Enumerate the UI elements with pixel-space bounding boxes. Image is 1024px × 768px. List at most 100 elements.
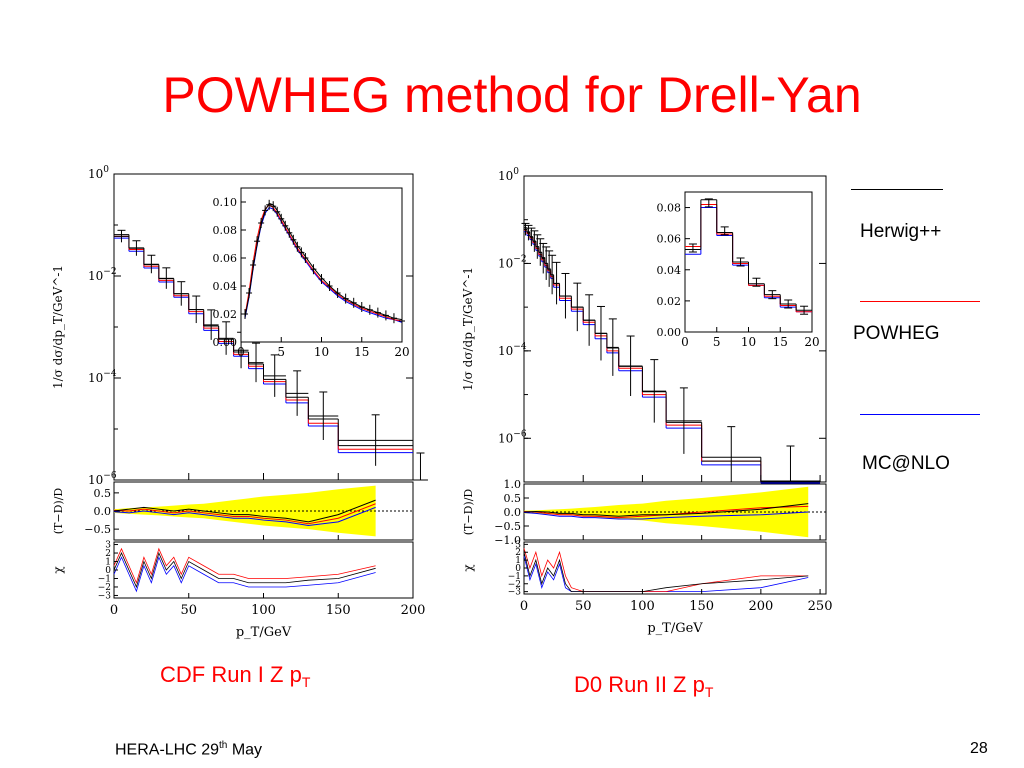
chi-frame	[523, 541, 827, 595]
x-tick-label: 200	[748, 599, 773, 614]
inset-x-tick-label: 15	[354, 345, 369, 359]
ratio-herwig-line	[523, 503, 809, 517]
ratio-mcnlo-line	[523, 511, 809, 520]
inset-y-tick-label: 0.02	[213, 308, 238, 321]
inset-y-tick-label: 0.08	[657, 202, 682, 215]
x-tick-label: 0	[110, 603, 118, 618]
ratio-y-axis-label: (T−D)/D	[52, 488, 65, 535]
footer-event-sup: th	[219, 740, 228, 751]
ratio-y-tick-label: 1.0	[504, 478, 522, 491]
x-tick-label: 150	[326, 603, 351, 618]
main-frame	[523, 175, 827, 483]
ratio-y-tick-label: −0.5	[84, 523, 111, 536]
inset-y-tick-label: 0.04	[213, 280, 238, 293]
chi-y-tick-label: −3	[98, 591, 112, 601]
ratio-y-tick-label: 0.5	[94, 487, 112, 500]
chi-y-tick-label: 3	[515, 540, 521, 550]
chi-frame	[113, 541, 414, 599]
inset-x-tick-label: 20	[394, 345, 409, 359]
x-axis-label: p_T/GeV	[236, 625, 292, 640]
chi-y-tick-label: 2	[515, 548, 521, 558]
inset-y-tick-label: 0.02	[657, 295, 682, 308]
chi-y-tick-label: 2	[105, 549, 111, 559]
ratio-powheg-line	[523, 505, 809, 519]
inset-x-tick-label: 5	[277, 345, 285, 359]
inset-x-tick-label: 15	[773, 335, 788, 349]
inset-y-tick-label: 0.00	[657, 326, 682, 339]
chi-mcnlo-line	[113, 556, 376, 593]
x-tick-label: 200	[401, 603, 426, 618]
inset-y-tick-label: 0.04	[657, 264, 682, 277]
inset-powheg-line	[244, 204, 403, 322]
caption-left: CDF Run I Z pT	[160, 662, 311, 690]
chi-herwig-line	[523, 552, 809, 593]
main-y-tick-label: 10−6	[498, 429, 527, 445]
chi-powheg-line	[523, 548, 809, 593]
uncertainty-band	[524, 486, 809, 538]
main-y-tick-label: 10−4	[88, 369, 117, 385]
main-y-tick-label: 10−4	[498, 342, 527, 358]
chi-y-tick-label: −3	[508, 588, 522, 598]
ratio-y-tick-label: −1.0	[494, 534, 521, 547]
x-tick-label: 250	[808, 599, 833, 614]
chi-y-tick-label: 3	[105, 541, 111, 551]
chi-powheg-line	[113, 547, 376, 584]
x-tick-label: 0	[520, 599, 528, 614]
inset-y-tick-label: 0.06	[657, 233, 682, 246]
inset-y-tick-label: 0.08	[213, 224, 238, 237]
x-tick-label: 100	[630, 599, 655, 614]
chi-y-tick-label: 1	[515, 556, 521, 566]
x-tick-label: 100	[251, 603, 276, 618]
ratio-y-axis-label: (T−D)/D	[462, 489, 475, 536]
ratio-mcnlo-line	[113, 506, 376, 527]
inset-x-tick-label: 0	[237, 345, 245, 359]
inset-y-tick-label: 0.10	[213, 196, 238, 209]
ratio-y-tick-label: −0.5	[494, 520, 521, 533]
chi-y-tick-label: −1	[98, 574, 111, 584]
legend-label-mcnlo: MC@NLO	[862, 453, 950, 474]
chi-y-axis-label: χ	[51, 566, 65, 574]
main-y-tick-label: 10−2	[498, 254, 527, 270]
ratio-y-tick-label: 0.0	[504, 506, 522, 519]
inset-y-tick-label: 0.06	[213, 252, 238, 265]
chi-y-tick-label: −2	[508, 580, 521, 590]
inset-herwig-line	[244, 202, 403, 321]
page-number: 28	[970, 740, 988, 757]
legend-line-powheg	[860, 301, 980, 302]
caption-left-text: CDF Run I Z p	[160, 662, 302, 687]
caption-right-sub: T	[704, 684, 714, 700]
caption-right-text: D0 Run II Z p	[574, 672, 705, 697]
chi-y-tick-label: −2	[98, 583, 111, 593]
inset-frame	[240, 187, 403, 343]
inset-x-tick-label: 10	[741, 335, 756, 349]
footer-event-main: HERA-LHC 29	[115, 741, 220, 759]
inset-x-tick-label: 0	[681, 335, 689, 349]
main-y-axis-label: 1/σ dσ/dp_T/GeV^-1	[461, 267, 475, 391]
legend-line-mcnlo	[860, 414, 980, 415]
inset-x-tick-label: 20	[804, 335, 819, 349]
legend-label-powheg: POWHEG	[853, 323, 940, 344]
chi-y-axis-label: χ	[461, 564, 475, 572]
footer-event-tail: May	[227, 741, 263, 759]
chi-y-tick-label: 0	[105, 566, 111, 576]
main-y-tick-label: 100	[498, 167, 519, 183]
main-y-tick-label: 10−2	[88, 267, 117, 283]
caption-left-sub: T	[301, 674, 311, 690]
main-y-tick-label: 100	[88, 165, 109, 181]
x-axis-label: p_T/GeV	[647, 621, 703, 636]
ratio-herwig-line	[113, 499, 376, 523]
main-y-tick-label: 10−6	[88, 471, 117, 487]
slide-title: POWHEG method for Drell-Yan	[162, 67, 862, 123]
chi-herwig-line	[113, 551, 376, 589]
chi-y-tick-label: 0	[515, 564, 521, 574]
x-tick-label: 150	[689, 599, 714, 614]
chi-y-tick-label: 1	[105, 558, 111, 568]
ratio-y-tick-label: 0.5	[504, 492, 522, 505]
x-tick-label: 50	[575, 599, 592, 614]
inset-x-tick-label: 5	[713, 335, 721, 349]
ratio-y-tick-label: 0.0	[94, 505, 112, 518]
inset-y-tick-label: 0.00	[213, 336, 238, 349]
main-y-axis-label: 1/σ dσ/dp_T/GeV^-1	[51, 265, 65, 389]
